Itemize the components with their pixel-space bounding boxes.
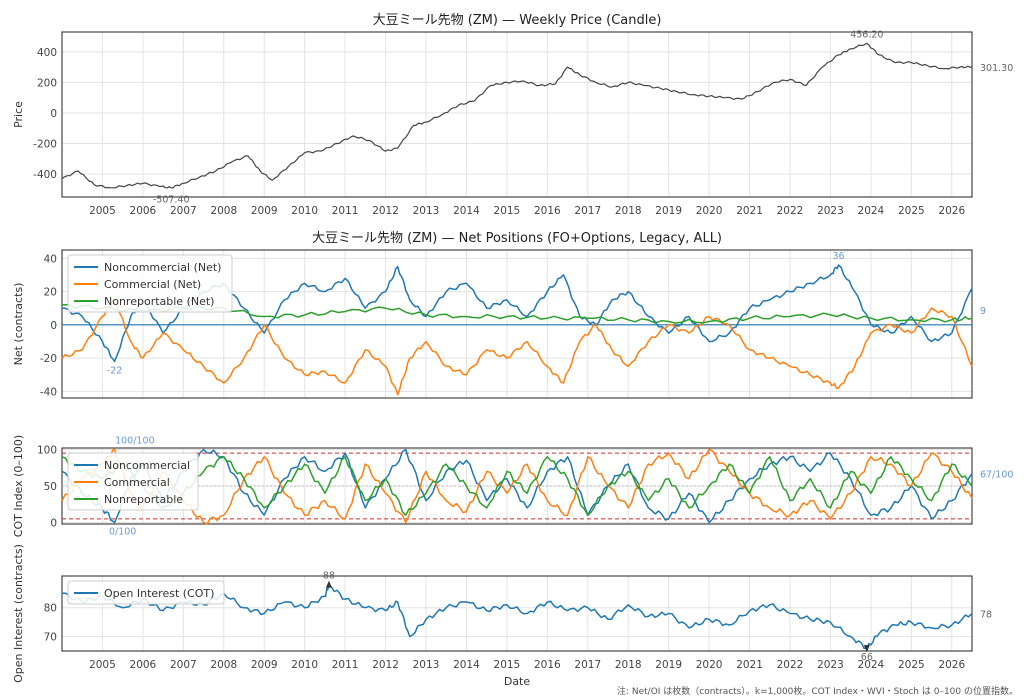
legend-label: Open Interest (COT): [104, 587, 214, 600]
x-tick-label: 2005: [89, 659, 116, 671]
y-tick-label: 0: [50, 320, 57, 332]
x-tick-label: 2026: [938, 205, 965, 217]
x-tick-label: 2020: [696, 205, 723, 217]
y-tick-label: 100: [37, 444, 57, 456]
x-tick-label: 2009: [251, 659, 278, 671]
y-tick-label: 0: [50, 518, 57, 530]
x-tick-label: 2011: [332, 659, 359, 671]
y-tick-label: 200: [37, 77, 57, 89]
x-tick-label: 2023: [817, 659, 844, 671]
y-tick-label: 80: [44, 603, 57, 615]
x-tick-label: 2013: [413, 205, 440, 217]
y-tick-label: 0: [50, 108, 57, 120]
y-tick-label: 50: [44, 481, 57, 493]
x-tick-label: 2005: [89, 205, 116, 217]
x-tick-label: 2012: [372, 659, 399, 671]
x-tick-label: 2022: [777, 659, 804, 671]
x-tick-label: 2010: [291, 659, 318, 671]
x-tick-label: 2012: [372, 205, 399, 217]
y-axis-label: Open Interest (contracts): [12, 544, 25, 683]
x-tick-label: 2017: [574, 205, 601, 217]
y-tick-label: -400: [33, 169, 57, 181]
annotation-label: 301.30: [980, 63, 1013, 74]
legend-label: Noncommercial (Net): [104, 261, 221, 274]
annotation-label: 66: [861, 652, 873, 663]
panel-title: 大豆ミール先物 (ZM) — Weekly Price (Candle): [373, 13, 662, 28]
legend-label: Commercial (Net): [104, 278, 201, 291]
annotation-label: -507.40: [153, 194, 190, 205]
legend-label: Commercial: [104, 476, 170, 489]
legend-label: Nonreportable (Net): [104, 295, 214, 308]
legend-label: Noncommercial: [104, 459, 190, 472]
x-tick-label: 2007: [170, 205, 197, 217]
y-axis-label: COT Index (0–100): [12, 435, 25, 537]
x-tick-label: 2018: [615, 659, 642, 671]
y-tick-label: -40: [40, 386, 57, 398]
footnote: 注: Net/OI は枚数（contracts）。k=1,000枚。COT In…: [617, 685, 1018, 697]
x-tick-label: 2016: [534, 205, 561, 217]
annotation-label: 100/100: [115, 435, 154, 446]
x-tick-label: 2026: [938, 659, 965, 671]
y-tick-label: -20: [40, 353, 57, 365]
x-tick-label: 2008: [210, 659, 237, 671]
x-tick-label: 2022: [777, 205, 804, 217]
x-tick-label: 2015: [494, 659, 521, 671]
x-tick-label: 2015: [494, 205, 521, 217]
x-tick-label: 2021: [736, 205, 763, 217]
y-tick-label: 400: [37, 47, 57, 59]
annotation-label: -22: [107, 365, 123, 376]
panel-title: 大豆ミール先物 (ZM) — Net Positions (FO+Options…: [312, 231, 722, 246]
x-axis-label: Date: [504, 675, 531, 688]
x-tick-label: 2023: [817, 205, 844, 217]
x-tick-label: 2011: [332, 205, 359, 217]
x-tick-label: 2024: [858, 205, 885, 217]
y-tick-label: 70: [44, 632, 57, 644]
annotation-label: 88: [323, 571, 335, 582]
y-axis-label: Price: [12, 101, 25, 128]
x-tick-label: 2007: [170, 659, 197, 671]
x-tick-label: 2025: [898, 205, 925, 217]
x-tick-label: 2009: [251, 205, 278, 217]
y-tick-label: 40: [44, 253, 57, 265]
annotation-label: 9: [980, 306, 986, 317]
x-tick-label: 2018: [615, 205, 642, 217]
x-tick-label: 2017: [574, 659, 601, 671]
x-tick-label: 2020: [696, 659, 723, 671]
x-tick-label: 2014: [453, 659, 480, 671]
x-tick-label: 2014: [453, 205, 480, 217]
annotation-label: 78: [980, 610, 992, 621]
annotation-label: 456.20: [850, 29, 883, 40]
annotation-label: 36: [832, 251, 844, 262]
annotation-label: 67/100: [980, 470, 1013, 481]
x-tick-label: 2010: [291, 205, 318, 217]
x-tick-label: 2006: [130, 659, 157, 671]
x-tick-label: 2019: [655, 659, 682, 671]
x-tick-label: 2016: [534, 659, 561, 671]
y-axis-label: Net (contracts): [12, 283, 25, 366]
x-tick-label: 2025: [898, 659, 925, 671]
x-tick-label: 2021: [736, 659, 763, 671]
x-tick-label: 2013: [413, 659, 440, 671]
y-tick-label: 20: [44, 287, 57, 299]
x-tick-label: 2019: [655, 205, 682, 217]
x-tick-label: 2006: [130, 205, 157, 217]
x-tick-label: 2008: [210, 205, 237, 217]
annotation-label: 0/100: [109, 527, 136, 538]
y-tick-label: -200: [33, 139, 57, 151]
legend-label: Nonreportable: [104, 493, 183, 506]
